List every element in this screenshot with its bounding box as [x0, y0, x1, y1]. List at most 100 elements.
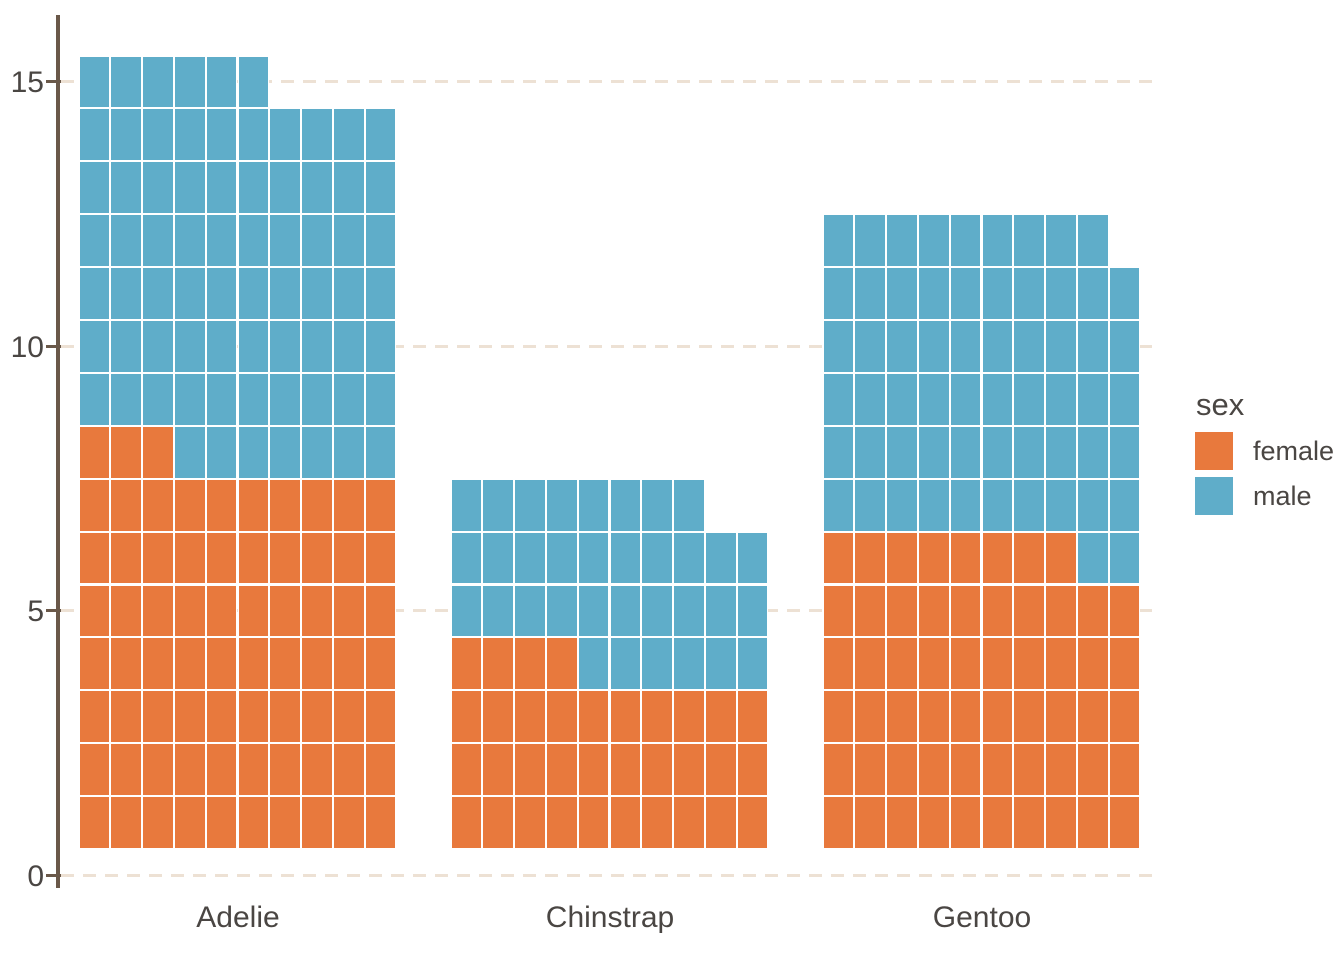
waffle-cell-adelie-female	[142, 637, 174, 691]
waffle-cell-gentoo-female	[1013, 690, 1046, 744]
waffle-cell-chinstrap-female	[641, 796, 674, 849]
waffle-cell-chinstrap-female	[736, 796, 769, 849]
waffle-cell-chinstrap-female	[545, 796, 578, 849]
waffle-cell-adelie-male	[78, 320, 111, 373]
waffle-cell-chinstrap-male	[450, 584, 483, 638]
waffle-cell-adelie-female	[269, 637, 302, 691]
waffle-cell-adelie-male	[205, 55, 238, 109]
waffle-cell-gentoo-female	[917, 743, 950, 797]
waffle-cell-adelie-male	[78, 55, 111, 109]
waffle-cell-chinstrap-male	[545, 478, 578, 532]
waffle-cell-gentoo-male	[822, 214, 855, 268]
waffle-cell-chinstrap-male	[736, 531, 769, 585]
gridline-0	[61, 874, 1160, 877]
waffle-cell-chinstrap-female	[482, 743, 515, 797]
waffle-cell-gentoo-male	[886, 267, 918, 320]
waffle-cell-chinstrap-male	[641, 637, 674, 691]
waffle-cell-chinstrap-male	[641, 531, 674, 585]
waffle-cell-chinstrap-male	[673, 531, 705, 585]
waffle-cell-gentoo-male	[981, 267, 1014, 320]
waffle-cell-gentoo-male	[949, 478, 982, 532]
waffle-cell-adelie-female	[173, 796, 206, 849]
waffle-cell-chinstrap-male	[704, 531, 737, 585]
waffle-cell-adelie-male	[142, 214, 174, 268]
waffle-cell-adelie-male	[301, 108, 333, 162]
waffle-cell-chinstrap-female	[514, 637, 546, 691]
waffle-cell-adelie-male	[205, 214, 238, 268]
waffle-cell-adelie-female	[364, 584, 397, 638]
waffle-cell-gentoo-female	[917, 690, 950, 744]
waffle-cell-adelie-male	[237, 55, 270, 109]
waffle-cell-gentoo-male	[886, 425, 918, 479]
waffle-cell-adelie-male	[173, 372, 206, 426]
waffle-cell-gentoo-female	[1076, 584, 1109, 638]
waffle-cell-gentoo-female	[1045, 743, 1077, 797]
waffle-cell-chinstrap-female	[545, 637, 578, 691]
waffle-cell-gentoo-male	[1076, 531, 1109, 585]
waffle-cell-chinstrap-male	[577, 531, 610, 585]
waffle-cell-chinstrap-male	[704, 637, 737, 691]
waffle-cell-chinstrap-female	[736, 743, 769, 797]
waffle-cell-adelie-female	[237, 584, 270, 638]
waffle-cell-adelie-female	[237, 478, 270, 532]
waffle-cell-gentoo-male	[1076, 320, 1109, 373]
waffle-cell-adelie-male	[332, 161, 365, 215]
waffle-cell-gentoo-female	[1045, 690, 1077, 744]
waffle-cell-adelie-male	[364, 161, 397, 215]
waffle-cell-adelie-female	[110, 690, 143, 744]
waffle-cell-adelie-male	[110, 320, 143, 373]
y-tick-label-10: 10	[10, 331, 44, 364]
waffle-cell-chinstrap-female	[673, 690, 705, 744]
waffle-cell-adelie-female	[301, 478, 333, 532]
waffle-cell-chinstrap-male	[514, 478, 546, 532]
waffle-cell-gentoo-male	[949, 372, 982, 426]
waffle-cell-chinstrap-male	[673, 478, 705, 532]
x-category-label-chinstrap: Chinstrap	[545, 901, 675, 934]
waffle-cell-gentoo-male	[886, 478, 918, 532]
waffle-cell-gentoo-female	[1076, 690, 1109, 744]
waffle-cell-chinstrap-female	[577, 796, 610, 849]
waffle-cell-adelie-female	[205, 796, 238, 849]
waffle-cell-gentoo-male	[917, 267, 950, 320]
waffle-cell-chinstrap-male	[577, 637, 610, 691]
waffle-cell-gentoo-female	[1045, 637, 1077, 691]
legend-label-female: female	[1253, 436, 1335, 466]
waffle-cell-adelie-male	[205, 108, 238, 162]
waffle-cell-chinstrap-female	[704, 796, 737, 849]
waffle-cell-adelie-female	[78, 637, 111, 691]
waffle-cell-gentoo-female	[822, 743, 855, 797]
waffle-cell-adelie-male	[78, 372, 111, 426]
waffle-cell-gentoo-male	[949, 214, 982, 268]
waffle-cell-chinstrap-female	[673, 743, 705, 797]
waffle-cell-adelie-female	[110, 531, 143, 585]
waffle-cell-adelie-female	[332, 531, 365, 585]
waffle-cell-chinstrap-male	[641, 584, 674, 638]
waffle-cell-adelie-male	[142, 320, 174, 373]
waffle-cell-gentoo-female	[1108, 584, 1141, 638]
waffle-cell-adelie-male	[301, 161, 333, 215]
waffle-cell-adelie-male	[301, 267, 333, 320]
x-category-label-gentoo: Gentoo	[932, 901, 1032, 934]
waffle-cell-chinstrap-female	[450, 796, 483, 849]
waffle-cell-chinstrap-female	[482, 637, 515, 691]
waffle-cell-gentoo-female	[854, 690, 887, 744]
waffle-cell-gentoo-female	[886, 743, 918, 797]
y-tick-0	[46, 874, 61, 877]
waffle-cell-gentoo-male	[854, 214, 887, 268]
waffle-cell-adelie-male	[173, 320, 206, 373]
waffle-cell-adelie-female	[364, 690, 397, 744]
waffle-cell-adelie-male	[78, 161, 111, 215]
waffle-cell-adelie-male	[269, 425, 302, 479]
waffle-cell-adelie-male	[78, 267, 111, 320]
waffle-cell-adelie-male	[110, 161, 143, 215]
waffle-cell-adelie-female	[173, 531, 206, 585]
waffle-cell-adelie-female	[364, 743, 397, 797]
waffle-cell-chinstrap-female	[641, 690, 674, 744]
y-tick-label-5: 5	[27, 595, 44, 628]
waffle-cell-adelie-male	[332, 267, 365, 320]
waffle-cell-gentoo-male	[981, 425, 1014, 479]
waffle-cell-gentoo-female	[886, 531, 918, 585]
waffle-cell-gentoo-male	[949, 320, 982, 373]
waffle-cell-gentoo-female	[822, 584, 855, 638]
